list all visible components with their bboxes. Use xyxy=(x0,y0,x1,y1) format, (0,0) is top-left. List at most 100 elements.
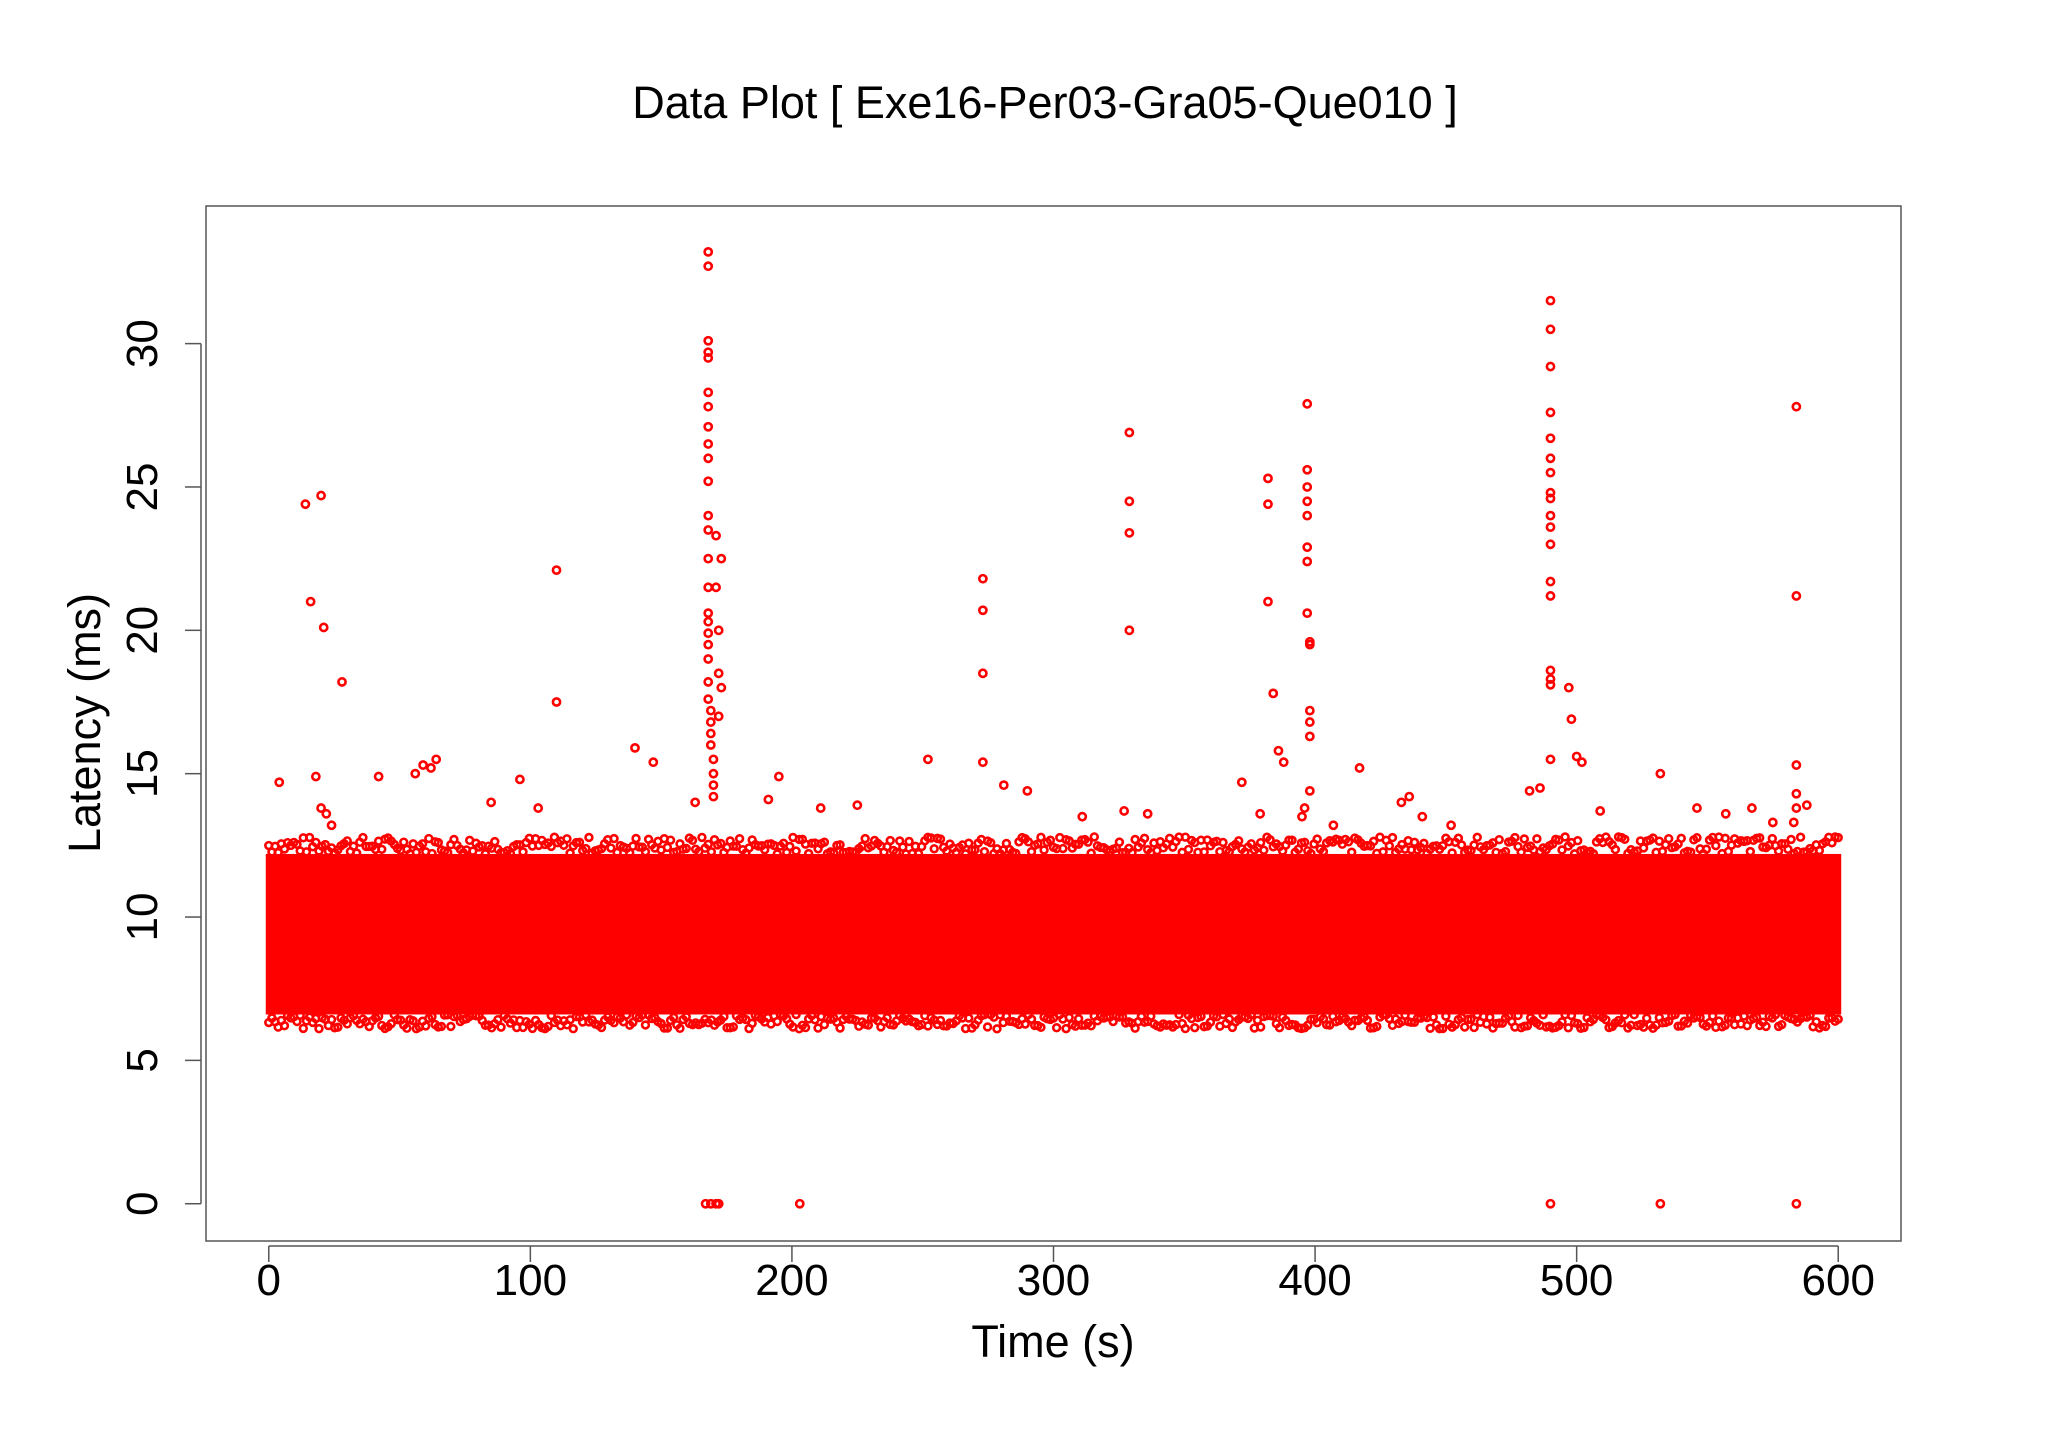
scatter-point xyxy=(690,797,701,808)
scatter-point xyxy=(763,794,774,805)
band-edge-point xyxy=(1036,832,1046,842)
band-edge-point xyxy=(772,1016,782,1027)
band-edge-point xyxy=(311,837,321,848)
band-edge-point xyxy=(979,846,990,857)
scatter-point xyxy=(1692,803,1702,813)
band-edge-point xyxy=(1472,832,1482,843)
y-tick-label: 5 xyxy=(118,1048,167,1072)
scatter-point xyxy=(713,625,724,636)
band-edge-point xyxy=(1428,1012,1439,1022)
band-edge-point xyxy=(1513,1010,1523,1021)
band-edge-point xyxy=(1494,834,1504,845)
band-edge-point xyxy=(1274,1023,1285,1033)
band-edge-point xyxy=(358,832,368,843)
band-edge-point xyxy=(326,1014,337,1025)
band-edge-point xyxy=(377,844,387,854)
band-edge-point xyxy=(1362,1015,1373,1026)
band-edge-point xyxy=(1312,834,1322,844)
scatter-point xyxy=(977,605,988,616)
band-edge-point xyxy=(408,1016,418,1026)
band-edge-point xyxy=(992,1024,1002,1034)
band-edge-point xyxy=(1563,1023,1573,1033)
band-edge-point xyxy=(581,843,591,854)
scatter-point xyxy=(1747,803,1757,813)
scatter-point xyxy=(1396,797,1407,808)
scatter-point xyxy=(703,335,714,346)
band-edge-point xyxy=(1620,834,1630,845)
band-edge-point xyxy=(581,1010,591,1020)
scatter-point xyxy=(708,791,719,802)
band-edge-point xyxy=(1086,1021,1096,1031)
band-edge-point xyxy=(1820,1021,1831,1032)
scatter-point xyxy=(1354,763,1365,773)
band-edge-point xyxy=(741,1014,751,1025)
scatter-point xyxy=(815,803,826,813)
y-tick-label: 20 xyxy=(118,606,167,655)
band-edge-point xyxy=(442,847,453,858)
scatter-point xyxy=(1545,487,1556,498)
scatter-point xyxy=(1524,785,1535,796)
band-edge-point xyxy=(1795,832,1806,842)
band-edge-point xyxy=(885,835,895,846)
scatter-point xyxy=(1304,639,1315,650)
band-edge-point xyxy=(1265,835,1275,845)
scatter-point xyxy=(708,768,719,779)
scatter-point xyxy=(551,697,562,707)
scatter-point xyxy=(1304,785,1315,796)
band-edge-point xyxy=(1246,1009,1256,1020)
y-tick-label: 25 xyxy=(118,462,167,511)
band-edge-point xyxy=(687,835,698,846)
scatter-point xyxy=(1268,688,1279,699)
scatter-point xyxy=(703,608,714,619)
band-edge-point xyxy=(1664,833,1674,844)
band-edge-point xyxy=(1051,1023,1062,1033)
band-edge-point xyxy=(1039,845,1049,855)
x-tick-label: 200 xyxy=(755,1256,828,1305)
band-edge-point xyxy=(1287,835,1297,845)
scatter-point xyxy=(1263,499,1273,510)
scatter-point xyxy=(410,768,421,779)
scatter-point xyxy=(703,261,714,272)
band-edge-point xyxy=(314,1023,324,1034)
band-edge-point xyxy=(668,1012,679,1023)
band-edge-point xyxy=(1685,847,1696,857)
scatter-point xyxy=(1571,751,1582,762)
band-edge-point xyxy=(386,1018,396,1029)
band-edge-point xyxy=(1566,1010,1577,1021)
band-edge-point xyxy=(1127,847,1137,858)
scatter-point xyxy=(300,499,311,510)
band-edge-point xyxy=(1773,846,1784,856)
scatter-point xyxy=(716,682,727,693)
scatter-point xyxy=(1236,777,1247,788)
scatter-point xyxy=(418,760,429,770)
scatter-point xyxy=(1278,757,1289,768)
scatter-point xyxy=(1124,625,1135,636)
scatter-point xyxy=(630,742,640,753)
scatter-point xyxy=(1563,682,1574,693)
scatter-point xyxy=(703,616,714,627)
scatter-point xyxy=(1328,820,1339,831)
band-edge-point xyxy=(342,836,352,846)
band-edge-point xyxy=(935,834,946,844)
band-edge-point xyxy=(1183,844,1194,855)
band-edge-point xyxy=(1751,1012,1762,1023)
scatter-point xyxy=(1545,324,1556,335)
band-edge-point xyxy=(279,1021,290,1031)
band-edge-point xyxy=(1610,844,1621,855)
band-edge-point xyxy=(574,837,585,848)
scatter-point xyxy=(1545,407,1556,418)
scatter-point xyxy=(648,757,659,768)
band-edge-point xyxy=(373,1011,384,1022)
band-edge-point xyxy=(427,848,437,859)
band-edge-point xyxy=(1588,849,1599,859)
scatter-point xyxy=(705,728,716,739)
band-edge-point xyxy=(1058,843,1068,854)
scatter-point xyxy=(700,1198,711,1209)
band-edge-point xyxy=(1447,848,1457,858)
band-edge-point xyxy=(1318,846,1329,857)
band-edge-point xyxy=(747,1018,757,1029)
band-edge-point xyxy=(1670,1009,1680,1020)
band-edge-point xyxy=(904,836,914,847)
scatter-point xyxy=(1545,493,1556,504)
scatter-point xyxy=(1545,754,1556,765)
